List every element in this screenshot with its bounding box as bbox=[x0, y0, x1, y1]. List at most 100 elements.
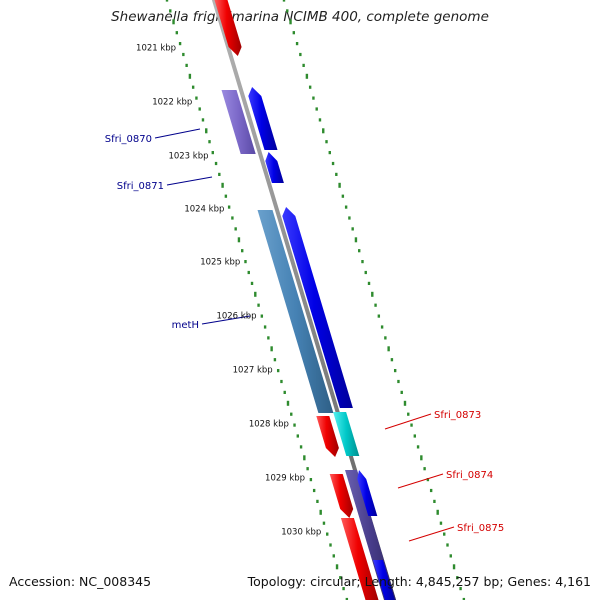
ruler-tick bbox=[254, 291, 257, 297]
ruler-tick bbox=[303, 455, 306, 461]
ruler-tick bbox=[286, 9, 289, 13]
ruler-tick bbox=[283, 390, 286, 394]
gene-label-meth[interactable]: metH bbox=[172, 320, 199, 331]
ruler-tick bbox=[380, 325, 384, 329]
ruler-tick bbox=[449, 554, 452, 558]
cds-red-top bbox=[214, 0, 242, 56]
ruler-tick bbox=[299, 445, 303, 449]
ruler-tick bbox=[439, 521, 443, 525]
gene-label-sfri_0875[interactable]: Sfri_0875 bbox=[457, 523, 504, 534]
ruler-tick bbox=[244, 260, 247, 264]
ruler-tick bbox=[364, 270, 367, 275]
ruler-tick bbox=[289, 19, 292, 25]
ruler-tick bbox=[295, 42, 299, 46]
ruler-tick bbox=[403, 400, 407, 406]
ruler-label: 1029 kbp bbox=[265, 474, 305, 484]
ruler-tick bbox=[218, 172, 221, 176]
ruler-tick bbox=[384, 336, 387, 340]
cds-red-sfri0873 bbox=[316, 416, 339, 457]
gene-leader-line bbox=[397, 473, 444, 489]
ruler-tick bbox=[201, 118, 205, 122]
ruler-tick bbox=[374, 303, 377, 307]
ruler-tick bbox=[459, 587, 462, 591]
ruler-tick bbox=[299, 52, 302, 57]
gene-label-sfri_0870[interactable]: Sfri_0870 bbox=[105, 134, 152, 145]
ruler-tick bbox=[276, 369, 280, 373]
ruler-tick bbox=[247, 270, 250, 275]
ruler-tick bbox=[214, 161, 218, 166]
topology-text: Topology: circular; Length: 4,845,257 bp… bbox=[247, 574, 591, 589]
ruler-tick bbox=[462, 597, 466, 600]
ruler-tick bbox=[338, 182, 341, 188]
ruler-tick bbox=[393, 369, 397, 373]
ruler-tick bbox=[286, 400, 290, 406]
cds-red-sfri0874 bbox=[329, 474, 354, 518]
ruler-tick bbox=[234, 227, 237, 231]
ruler-tick bbox=[319, 509, 322, 515]
ruler-tick bbox=[397, 379, 400, 384]
ruler-label: 1028 kbp bbox=[249, 420, 289, 430]
ruler-tick bbox=[377, 314, 381, 318]
ruler-label: 1030 kbp bbox=[281, 528, 321, 538]
ruler-tick bbox=[185, 63, 188, 67]
gene-leader-line bbox=[166, 176, 213, 186]
cds-cyan bbox=[333, 412, 360, 456]
ruler-tick bbox=[267, 336, 270, 340]
gene-label-sfri_0874[interactable]: Sfri_0874 bbox=[446, 470, 493, 481]
cds-red-sfri0875 bbox=[340, 518, 379, 600]
ruler-tick bbox=[371, 291, 374, 297]
cds-purple bbox=[221, 90, 256, 154]
gene-leader-line bbox=[154, 128, 201, 139]
ruler-tick bbox=[436, 509, 439, 515]
ruler-tick bbox=[178, 42, 182, 46]
ruler-tick bbox=[260, 314, 264, 318]
gene-leader-line bbox=[408, 526, 455, 542]
gene-label-sfri_0873[interactable]: Sfri_0873 bbox=[434, 410, 481, 421]
ruler-tick bbox=[182, 52, 185, 57]
gene-leader-line bbox=[384, 413, 432, 430]
gene-label-sfri_0871[interactable]: Sfri_0871 bbox=[117, 181, 164, 192]
ruler-tick bbox=[205, 128, 208, 134]
gene-features bbox=[214, 0, 396, 600]
ruler-label: 1025 kbp bbox=[200, 258, 240, 268]
ruler-tick bbox=[308, 85, 312, 89]
ruler-tick bbox=[361, 260, 364, 264]
ruler-tick bbox=[270, 346, 273, 352]
ruler-tick bbox=[341, 194, 345, 198]
ruler-tick bbox=[335, 564, 339, 570]
ruler-label: 1024 kbp bbox=[184, 205, 224, 215]
ruler-tick bbox=[335, 172, 338, 176]
ruler-tick bbox=[241, 249, 244, 253]
ruler-tick bbox=[354, 237, 358, 243]
ruler-tick bbox=[326, 532, 329, 536]
ruler-tick bbox=[367, 281, 371, 285]
ruler-label: 1021 kbp bbox=[136, 44, 176, 54]
ruler-tick bbox=[165, 0, 169, 2]
gene-leader-line bbox=[201, 315, 251, 325]
ruler-tick bbox=[290, 412, 293, 416]
ruler-tick bbox=[231, 216, 234, 220]
ruler-tick bbox=[443, 532, 446, 536]
ruler-tick bbox=[208, 140, 211, 144]
ruler-tick bbox=[322, 521, 326, 525]
ruler-tick bbox=[175, 31, 179, 35]
ruler-tick bbox=[211, 151, 214, 155]
ruler-tick bbox=[296, 434, 299, 438]
ruler-tick bbox=[250, 281, 254, 285]
ruler-tick bbox=[358, 249, 361, 253]
ruler-tick bbox=[426, 478, 430, 482]
ruler-tick bbox=[312, 488, 316, 493]
ruler-tick bbox=[329, 543, 332, 547]
ruler-tick bbox=[316, 499, 319, 503]
ruler-tick bbox=[280, 379, 283, 384]
ruler-tick bbox=[387, 346, 390, 352]
ruler-tick bbox=[306, 467, 309, 471]
ruler-tick bbox=[305, 73, 309, 79]
ruler-tick bbox=[188, 73, 192, 79]
ruler-tick bbox=[195, 96, 198, 100]
ruler-tick bbox=[332, 554, 335, 558]
ruler-tick bbox=[325, 140, 328, 144]
ruler-tick bbox=[227, 205, 231, 209]
ruler-tick bbox=[456, 576, 459, 580]
